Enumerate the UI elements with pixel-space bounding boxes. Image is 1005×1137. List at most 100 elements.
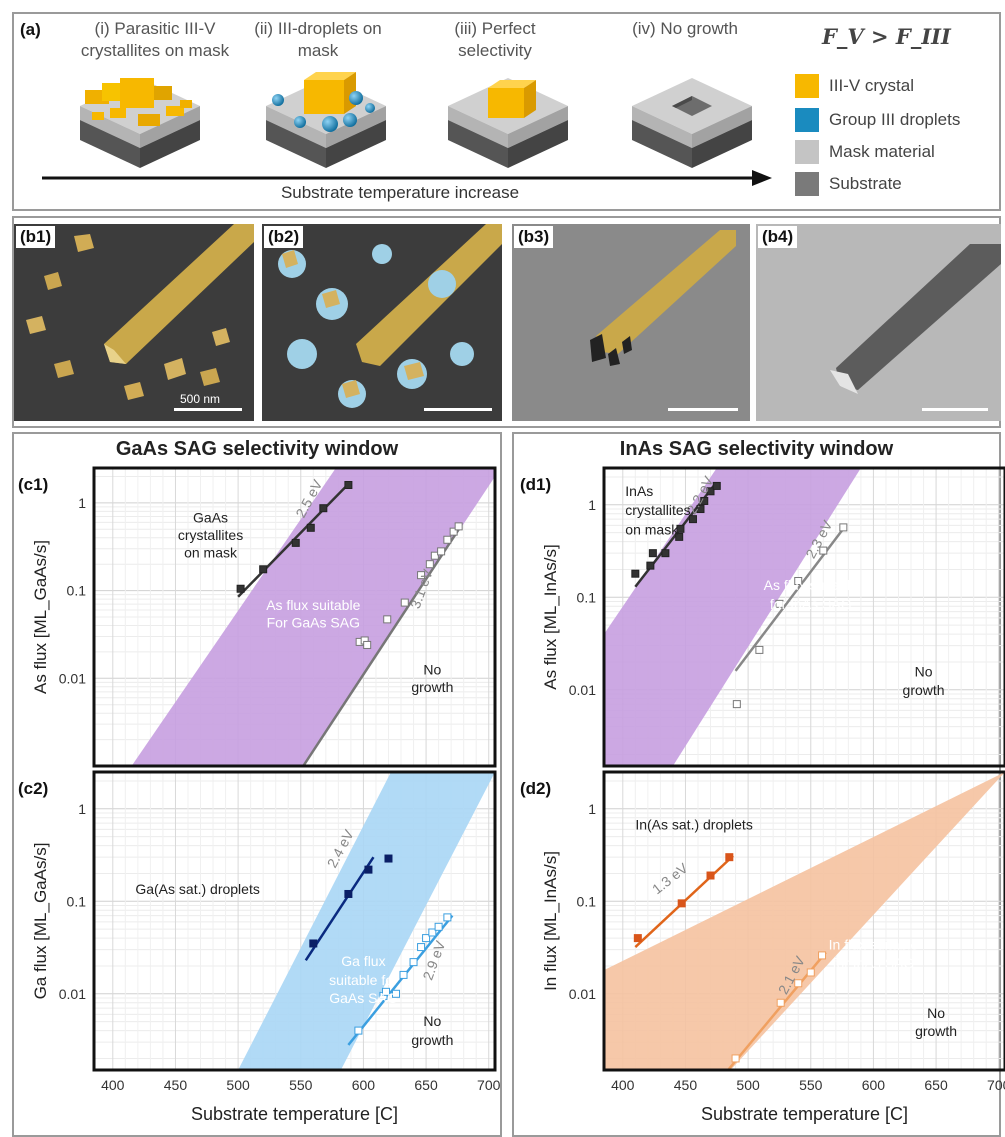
chart-d2-selectivity-band bbox=[604, 772, 1005, 1070]
chart-c2-ytick-label: 1 bbox=[78, 801, 86, 817]
chart-d2-xtick-label: 450 bbox=[674, 1077, 698, 1093]
chart-d2-data-point bbox=[776, 998, 785, 1007]
chart-d1-annotation: crystallites bbox=[625, 502, 690, 518]
chart-c1-annotation: growth bbox=[411, 679, 453, 695]
legend-item-substrate: Substrate bbox=[795, 172, 902, 196]
chart-c2-data-point bbox=[354, 1026, 363, 1035]
scenario-2-illustration bbox=[266, 72, 386, 168]
chart-d2-xtick-label: 550 bbox=[799, 1077, 823, 1093]
temperature-arrow-head bbox=[752, 170, 772, 186]
sem-b3-scalebar bbox=[668, 408, 738, 411]
chart-c1-selectivity-band bbox=[131, 468, 495, 766]
sem-b3-graphic bbox=[590, 230, 736, 366]
chart-c2-data-point bbox=[381, 987, 390, 996]
chart-d1-annotation: InAs bbox=[625, 483, 653, 499]
scenario-4-illustration bbox=[632, 78, 752, 168]
sem-image-b4: (b4) bbox=[756, 224, 1001, 421]
chart-d1-data-point bbox=[675, 532, 684, 541]
chart-c2-data-point bbox=[443, 913, 452, 922]
chart-d2-xlabel: Substrate temperature [C] bbox=[701, 1104, 908, 1124]
chart-d2-xtick-label: 400 bbox=[611, 1077, 635, 1093]
chart-d1-data-point bbox=[839, 523, 848, 532]
legend-swatch-mask bbox=[795, 140, 819, 164]
chart-c1-annotation: GaAs bbox=[193, 509, 228, 525]
chart-d1-frame bbox=[602, 466, 1005, 768]
chart-c1-data-point bbox=[417, 571, 426, 580]
scenario-4-line1: (iv) No growth bbox=[632, 19, 738, 38]
sem-image-b1: (b1) 500 nm bbox=[14, 224, 254, 421]
chart-d1-data-point bbox=[706, 487, 715, 496]
chart-d1-data-point bbox=[631, 569, 640, 578]
chart-d2-tag: (d2) bbox=[520, 779, 551, 798]
chart-d1-data-point bbox=[712, 481, 721, 490]
chart-c1-annotation: crystallites bbox=[178, 527, 243, 543]
chart-c1-data-point bbox=[400, 598, 409, 607]
chart-d2-annotation: No bbox=[927, 1005, 945, 1021]
legend-label-crystal: III-V crystal bbox=[829, 76, 915, 95]
chart-d1-annotation: As flux suitable bbox=[764, 577, 858, 593]
chart-d1-data-point bbox=[775, 599, 784, 608]
chart-c2-data-point bbox=[409, 958, 418, 967]
chart-c1-annotation: For GaAs SAG bbox=[267, 614, 360, 630]
sem-b1-graphic bbox=[26, 224, 254, 400]
chart-d2-fit-label: 1.3 eV bbox=[649, 859, 691, 897]
chart-d1-data-point bbox=[700, 496, 709, 505]
chart-c1-annotation: on mask bbox=[184, 544, 238, 560]
chart-d1-data-point bbox=[696, 505, 705, 514]
scenario-4-label: (iv) No growth bbox=[610, 18, 760, 40]
chart-c1-tag: (c1) bbox=[18, 475, 48, 494]
chart-c1-data-point bbox=[344, 480, 353, 489]
chart-d2-ylabel: In flux [ML_InAs/s] bbox=[541, 851, 560, 991]
chart-d2-ytick-label: 0.1 bbox=[577, 893, 597, 909]
chart-d2-annotation: growth bbox=[915, 1023, 957, 1039]
sem-b2-scalebar bbox=[424, 408, 492, 411]
gaas-section-title: GaAs SAG selectivity window bbox=[115, 438, 399, 460]
scenario-2-line2: mask bbox=[297, 41, 339, 60]
chart-d1-ylabel: As flux [ML_InAs/s] bbox=[541, 544, 560, 690]
chart-c2-selectivity-band bbox=[238, 772, 495, 1070]
chart-c2-frame bbox=[92, 770, 497, 1072]
sem-b4-scalebar bbox=[922, 408, 988, 411]
legend-label-droplets: Group III droplets bbox=[829, 110, 961, 129]
chart-c2-ylabel: Ga flux [ML_GaAs/s] bbox=[31, 843, 50, 1000]
scenario-1-illustration bbox=[80, 78, 200, 168]
chart-c2-data-point bbox=[434, 922, 443, 931]
chart-c2-data-point bbox=[344, 889, 353, 898]
chart-d2-annotation: In flux suitable bbox=[829, 937, 919, 953]
sem-b2-tag: (b2) bbox=[264, 226, 304, 248]
chart-c1-data-point bbox=[425, 560, 434, 569]
chart-d2-annotation: for InAs SAG bbox=[833, 955, 915, 971]
flux-condition: F_V > F_III bbox=[822, 24, 951, 49]
chart-d2-data-point bbox=[806, 968, 815, 977]
chart-c1-data-point bbox=[443, 535, 452, 544]
legend-swatch-droplets bbox=[795, 108, 819, 132]
chart-c2-data-point bbox=[422, 934, 431, 943]
scenario-2-line1: (ii) III-droplets on bbox=[254, 19, 382, 38]
chart-c1-ytick-label: 0.01 bbox=[59, 670, 86, 686]
chart-d2-data-point bbox=[706, 871, 715, 880]
chart-c1-data-point bbox=[363, 640, 372, 649]
chart-d2-data-point bbox=[818, 951, 827, 960]
chart-c2-annotation: Ga(As sat.) droplets bbox=[135, 881, 260, 897]
chart-c1-frame bbox=[92, 466, 497, 768]
chart-c1-fit-line-2 bbox=[302, 524, 463, 766]
chart-d1-data-point bbox=[646, 561, 655, 570]
legend-item-mask: Mask material bbox=[795, 140, 935, 164]
chart-c1-data-point bbox=[383, 615, 392, 624]
scenario-1-line1: (i) Parasitic III-V bbox=[94, 19, 216, 38]
chart-c2-data-point bbox=[399, 970, 408, 979]
chart-d2-xtick-label: 600 bbox=[862, 1077, 886, 1093]
chart-c1-ylabel: As flux [ML_GaAs/s] bbox=[31, 540, 50, 694]
chart-c2-xtick-label: 650 bbox=[414, 1077, 438, 1093]
chart-d2-xtick-label: 500 bbox=[736, 1077, 760, 1093]
sem-image-b3: (b3) bbox=[512, 224, 750, 421]
legend-label-mask: Mask material bbox=[829, 142, 935, 161]
sem-image-b2: (b2) bbox=[262, 224, 502, 421]
sem-b1-scale-label: 500 nm bbox=[180, 392, 221, 406]
